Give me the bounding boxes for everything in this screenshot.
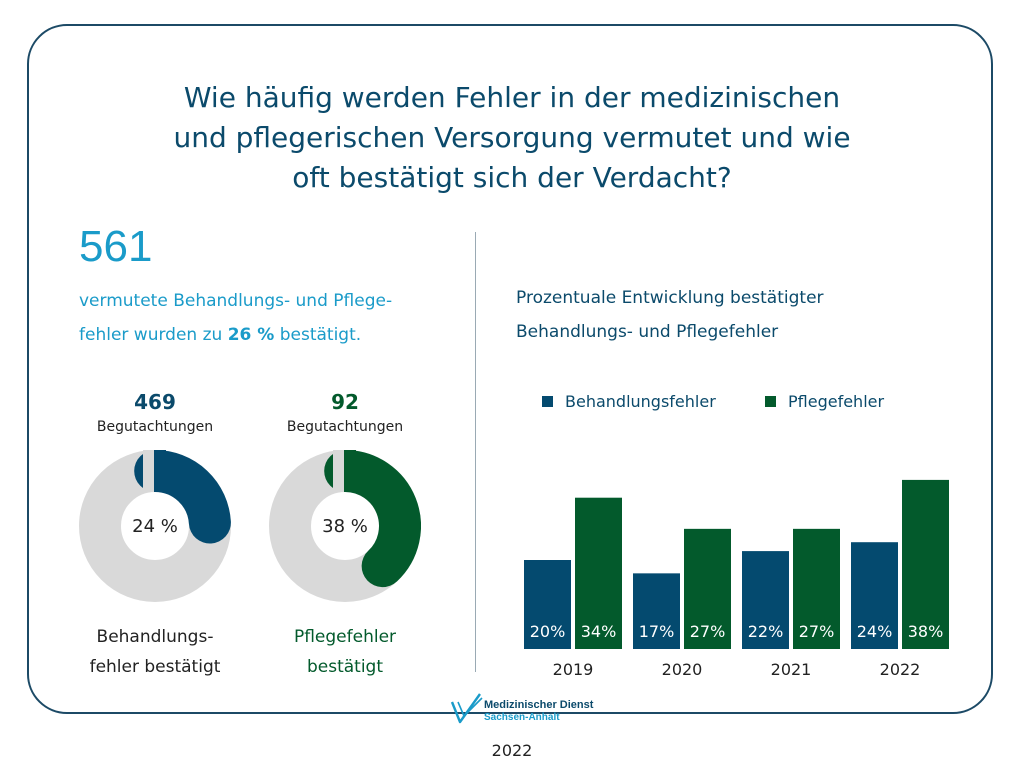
card-frame bbox=[27, 24, 993, 714]
donut-behandlung-percent: 24 % bbox=[132, 516, 178, 537]
bar-label-pflegefehler-2019: 34% bbox=[581, 622, 617, 641]
summary-text: vermutete Behandlungs- und Pflege- fehle… bbox=[79, 284, 392, 352]
donut-pflege-caption-line-1: Pflegefehler bbox=[293, 627, 397, 647]
legend-label-behandlungsfehler: Behandlungsfehler bbox=[565, 392, 716, 411]
legend-item-behandlungsfehler: Behandlungsfehler bbox=[542, 392, 716, 411]
donut-arc-start-cap bbox=[154, 450, 166, 492]
bar-behandlungsfehler-2020 bbox=[633, 573, 680, 649]
donut-arc-start-cap bbox=[344, 450, 356, 492]
bar-label-pflegefehler-2020: 27% bbox=[690, 622, 726, 641]
bar-pflegefehler-2021 bbox=[793, 528, 840, 649]
x-tick-label-2020: 2020 bbox=[662, 660, 703, 679]
x-tick-label-2021: 2021 bbox=[771, 660, 812, 679]
donut-behandlung-caption: Behandlungs- fehler bestätigt bbox=[55, 622, 255, 682]
bar-pflegefehler-2019 bbox=[575, 497, 622, 649]
bar-behandlungsfehler-2019 bbox=[524, 560, 571, 649]
donut-track-fill bbox=[143, 450, 154, 492]
legend-item-pflegefehler: Pflegefehler bbox=[765, 392, 884, 411]
chart-title-line-1: Prozentuale Entwicklung bestätigter bbox=[516, 288, 824, 308]
summary-line-1: vermutete Behandlungs- und Pflege- bbox=[79, 291, 393, 311]
chart-title: Prozentuale Entwicklung bestätigter Beha… bbox=[516, 281, 824, 349]
legend-swatch-pflegefehler bbox=[765, 396, 776, 407]
donut-pflege-header: 92 Begutachtungen bbox=[260, 388, 430, 438]
page-title: Wie häufig werden Fehler in der medizini… bbox=[112, 78, 912, 198]
donut-pflege-percent: 38 % bbox=[322, 516, 368, 537]
summary-line-2-pre: fehler wurden zu bbox=[79, 325, 228, 345]
footer-year: 2022 bbox=[491, 741, 533, 760]
donut-pflege-arc bbox=[324, 450, 421, 588]
logo-check-mark-inner bbox=[457, 697, 483, 717]
chart-title-line-2: Behandlungs- und Pflegefehler bbox=[516, 322, 779, 342]
summary-line-2: fehler wurden zu 26 % bestätigt. bbox=[79, 318, 392, 352]
donut-behandlung-caption-line-1: Behandlungs- bbox=[96, 627, 214, 647]
bar-label-behandlungsfehler-2019: 20% bbox=[530, 622, 566, 641]
donut-behandlung-unit: Begutachtungen bbox=[96, 419, 214, 435]
donut-pflege-count: 92 bbox=[331, 390, 359, 414]
donut-pflege-unit: Begutachtungen bbox=[286, 419, 404, 435]
summary-confirmed-rate: 26 % bbox=[227, 325, 275, 345]
title-line-3: oft bestätigt sich der Verdacht? bbox=[292, 161, 732, 194]
donut-behandlung-count: 469 bbox=[134, 390, 176, 414]
column-divider bbox=[475, 232, 476, 672]
bar-chart: 20% 34% 2019 17% 27% 2020 22% 27% 2021 24% 38% 2022 bbox=[524, 479, 949, 679]
legend-label-pflegefehler: Pflegefehler bbox=[788, 392, 885, 411]
donut-pflege-caption-line-2: bestätigt bbox=[306, 657, 384, 677]
donut-pflege-caption: Pflegefehler bestätigt bbox=[245, 622, 445, 682]
total-suspected-count: 561 bbox=[79, 222, 153, 271]
title-line-2: und pflegerischen Versorgung vermutet un… bbox=[173, 121, 851, 154]
bar-pflegefehler-2022 bbox=[902, 479, 949, 649]
bar-label-pflegefehler-2022: 38% bbox=[908, 622, 944, 641]
donut-behandlung-header: 469 Begutachtungen bbox=[70, 388, 240, 438]
logo-text-line-1: Medizinischer Dienst bbox=[484, 699, 594, 711]
bar-pflegefehler-2020 bbox=[684, 528, 731, 649]
bar-behandlungsfehler-2022 bbox=[851, 542, 898, 649]
title-line-1: Wie häufig werden Fehler in der medizini… bbox=[183, 81, 841, 114]
logo-text-line-2: Sachsen-Anhalt bbox=[484, 712, 560, 723]
medizinischer-dienst-logo bbox=[450, 693, 483, 724]
bar-behandlungsfehler-2021 bbox=[742, 551, 789, 649]
bar-label-pflegefehler-2021: 27% bbox=[799, 622, 835, 641]
bar-label-behandlungsfehler-2020: 17% bbox=[639, 622, 675, 641]
x-tick-label-2022: 2022 bbox=[880, 660, 921, 679]
bar-label-behandlungsfehler-2021: 22% bbox=[748, 622, 784, 641]
logo-check-mark-outer bbox=[450, 693, 481, 724]
donut-behandlung-caption-line-2: fehler bestätigt bbox=[89, 657, 221, 677]
bar-label-behandlungsfehler-2022: 24% bbox=[857, 622, 893, 641]
x-tick-label-2019: 2019 bbox=[553, 660, 594, 679]
donut-behandlung-chart: 24 % bbox=[79, 450, 231, 602]
summary-line-2-post: bestätigt. bbox=[274, 325, 362, 345]
donut-pflege-chart: 38 % bbox=[269, 450, 421, 602]
donut-track-fill bbox=[333, 450, 344, 492]
legend-swatch-behandlungsfehler bbox=[542, 396, 553, 407]
